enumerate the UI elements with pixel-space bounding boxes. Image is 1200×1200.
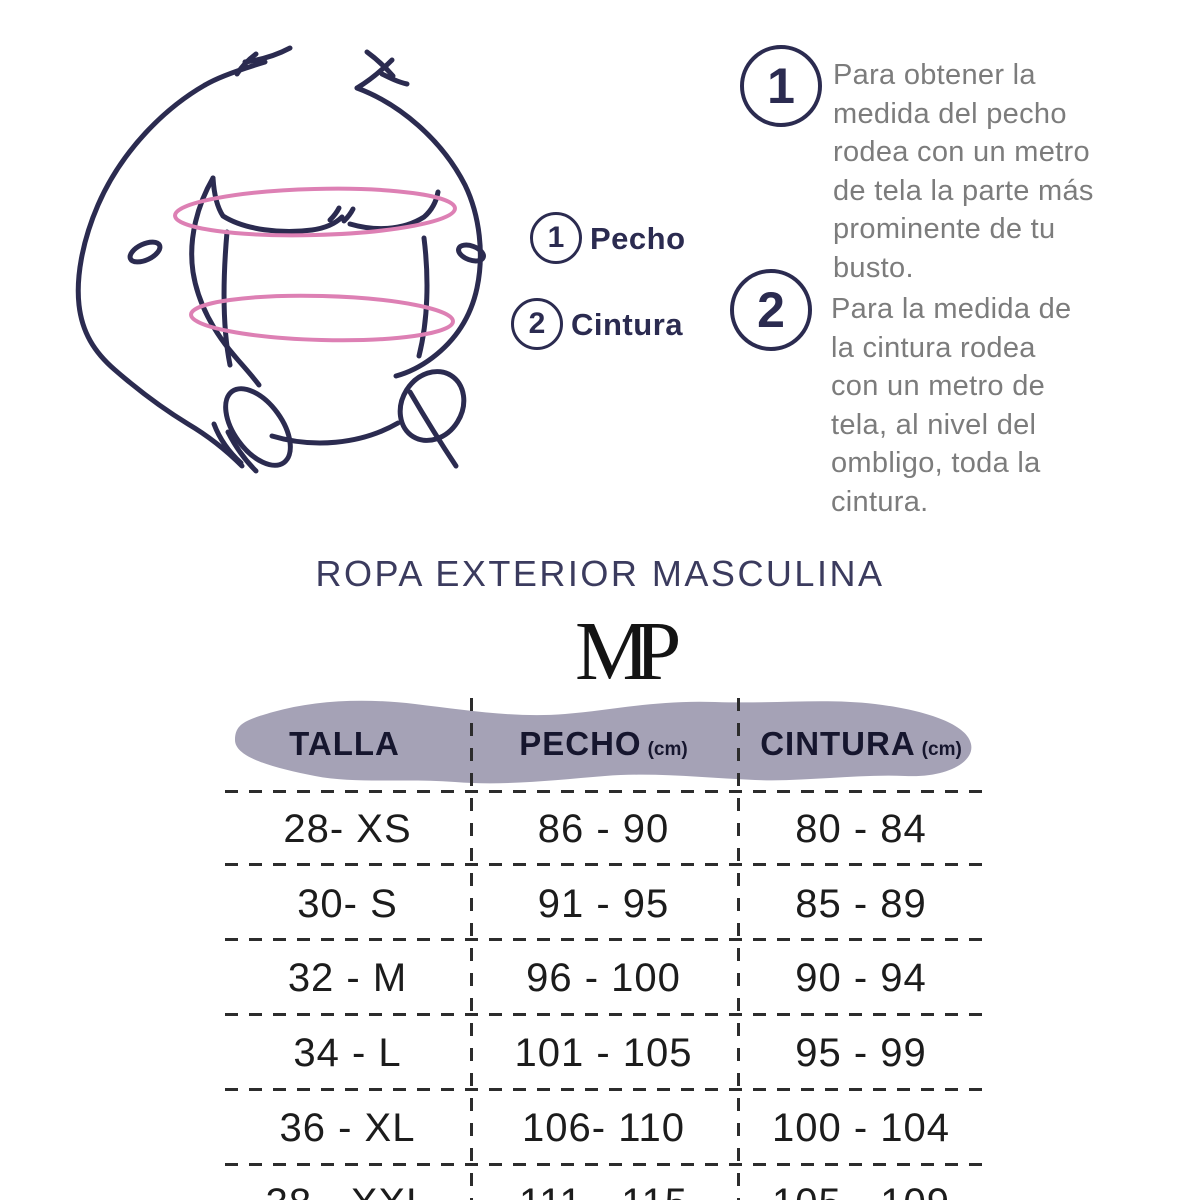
size-cell-talla: 30- S	[297, 882, 398, 926]
header-label: CINTURA	[760, 725, 916, 762]
header-unit: (cm)	[921, 739, 962, 760]
waist-measure-ellipse	[189, 293, 455, 343]
instruction-number: 2	[757, 282, 785, 338]
size-cell-pecho: 86 - 90	[537, 807, 670, 851]
dashed-row-divider	[225, 1163, 985, 1166]
callout-circle-pecho: 1	[530, 212, 582, 264]
size-cell-pecho: 91 - 95	[537, 882, 670, 926]
instruction-1-text: Para obtener la medida del pecho rodea c…	[833, 59, 1094, 284]
size-cell-talla: 32 - M	[287, 956, 408, 1000]
section-title: ROPA EXTERIOR MASCULINA	[315, 553, 885, 594]
size-cell-cintura: 100 - 104	[771, 1106, 951, 1150]
dashed-column-divider	[737, 698, 740, 1200]
callout-label-pecho: Pecho	[590, 221, 686, 256]
callout-label-cintura: Cintura	[571, 307, 683, 342]
size-cell-cintura: 105 - 109	[737, 1179, 985, 1200]
callout-number: 1	[547, 221, 565, 254]
dashed-row-divider	[225, 1088, 985, 1091]
instruction-number: 1	[767, 58, 795, 114]
size-cell-pecho: 101 - 105	[514, 1031, 693, 1075]
size-cell-cintura: 95 - 99	[795, 1031, 927, 1075]
size-cell-pecho: 106- 110	[522, 1106, 685, 1150]
dashed-row-divider	[225, 1013, 985, 1016]
column-header-pecho: PECHO (cm)	[470, 724, 737, 770]
table-header-band	[235, 700, 972, 784]
column-header-talla: TALLA	[225, 724, 470, 770]
instruction-2-badge: 2	[730, 269, 812, 351]
brand-logo: MP	[575, 605, 681, 698]
dashed-row-divider	[225, 863, 985, 866]
header-unit: (cm)	[647, 739, 688, 760]
size-cell-cintura: 85 - 89	[795, 882, 927, 926]
size-cell-pecho: 111 - 115	[470, 1179, 737, 1200]
callout-number: 2	[528, 307, 546, 340]
torso-outline	[75, 45, 486, 474]
size-cell-cintura: 80 - 84	[795, 807, 927, 851]
size-cell-cintura: 90 - 94	[795, 956, 927, 1000]
torso-diagram	[75, 45, 486, 474]
callout-circle-cintura: 2	[511, 298, 563, 350]
instruction-1-badge: 1	[740, 45, 822, 127]
column-header-cintura: CINTURA (cm)	[737, 724, 985, 770]
size-cell-pecho: 96 - 100	[526, 956, 681, 1000]
size-cell-talla: 36 - XL	[279, 1106, 416, 1150]
header-label: TALLA	[289, 725, 400, 762]
chest-measure-ellipse	[173, 186, 457, 238]
dashed-row-divider	[225, 790, 985, 793]
size-cell-talla: 38 - XXL	[225, 1179, 470, 1200]
dashed-row-divider	[225, 938, 985, 941]
header-label: PECHO	[519, 725, 642, 762]
instruction-2-text: Para la medida de la cintura rodea con u…	[831, 293, 1072, 518]
size-cell-talla: 34 - L	[293, 1031, 402, 1075]
size-cell-talla: 28- XS	[283, 807, 412, 851]
dashed-column-divider	[470, 698, 473, 1200]
